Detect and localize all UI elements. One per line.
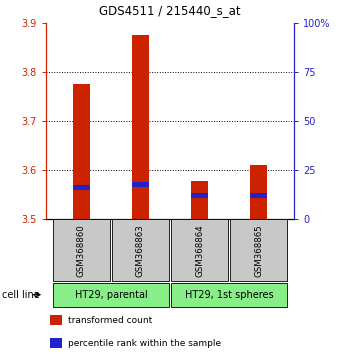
Bar xyxy=(50,338,62,348)
Bar xyxy=(191,193,208,198)
Text: GSM368860: GSM368860 xyxy=(77,224,86,277)
Text: HT29, parental: HT29, parental xyxy=(74,290,147,300)
Bar xyxy=(112,219,169,281)
Bar xyxy=(171,219,228,281)
Bar xyxy=(53,283,169,307)
Text: HT29, 1st spheres: HT29, 1st spheres xyxy=(185,290,273,300)
Bar xyxy=(191,181,208,219)
Bar xyxy=(171,283,287,307)
Bar xyxy=(132,35,149,219)
Bar xyxy=(230,219,287,281)
Text: cell line: cell line xyxy=(2,290,39,300)
Text: GSM368863: GSM368863 xyxy=(136,224,145,277)
Bar xyxy=(132,182,149,187)
Bar xyxy=(50,315,62,325)
Bar xyxy=(73,84,90,219)
Text: GSM368865: GSM368865 xyxy=(254,224,263,277)
Text: transformed count: transformed count xyxy=(68,316,152,325)
Text: percentile rank within the sample: percentile rank within the sample xyxy=(68,339,221,348)
Bar xyxy=(250,193,267,198)
Bar xyxy=(250,165,267,219)
Bar xyxy=(73,185,90,190)
Text: GDS4511 / 215440_s_at: GDS4511 / 215440_s_at xyxy=(99,4,241,17)
Text: GSM368864: GSM368864 xyxy=(195,224,204,277)
Bar xyxy=(53,219,110,281)
